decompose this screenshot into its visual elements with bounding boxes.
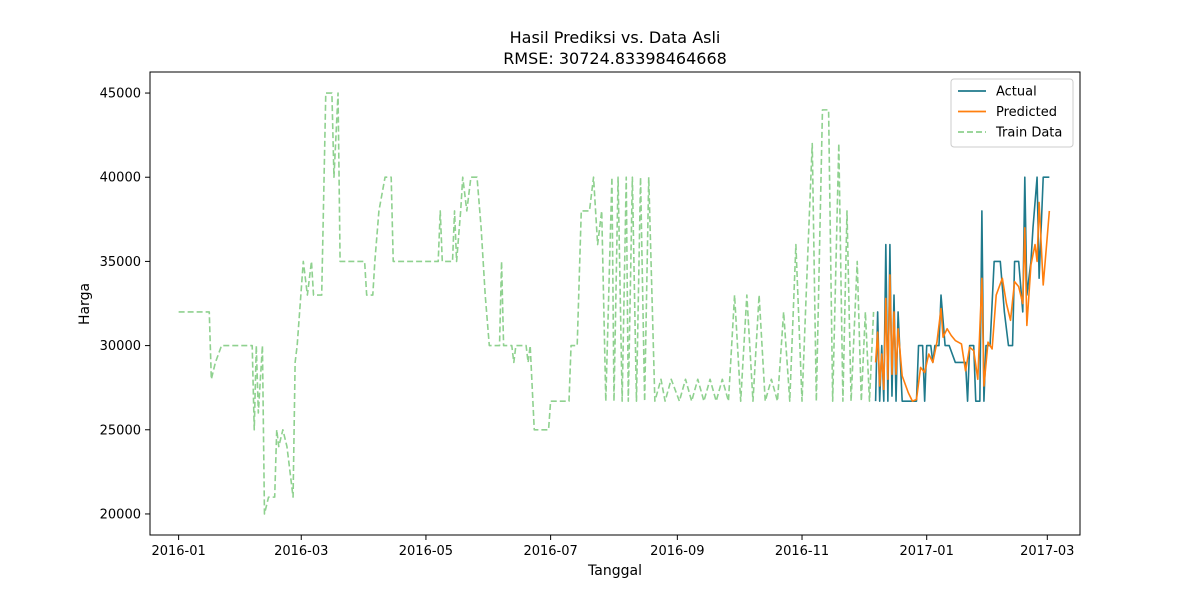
chart-subtitle: RMSE: 30724.83398464668 xyxy=(503,49,727,68)
plot-frame xyxy=(149,71,1081,536)
x-tick-label: 2017-03 xyxy=(1020,544,1074,559)
plot-area xyxy=(178,92,1051,515)
x-tick-label: 2016-11 xyxy=(775,544,829,559)
x-tick-label: 2016-09 xyxy=(650,544,704,559)
y-tick-label: 20000 xyxy=(100,507,141,522)
legend-label: Actual xyxy=(996,85,1037,100)
y-tick-label: 40000 xyxy=(100,171,141,186)
x-axis: 2016-01 2016-03 2016-05 2016-07 2016-09 2016-… xyxy=(151,535,1074,559)
x-axis-label: Tanggal xyxy=(587,563,642,579)
chart-title: Hasil Prediksi vs. Data Asli xyxy=(510,28,721,47)
x-tick-label: 2016-05 xyxy=(399,544,453,559)
legend-box xyxy=(950,78,1074,148)
y-axis-label: Harga xyxy=(77,283,93,325)
series-line-predicted xyxy=(874,201,1051,402)
y-tick-label: 35000 xyxy=(100,255,141,270)
series-line-train-data xyxy=(178,92,875,515)
x-tick-label: 2016-03 xyxy=(274,544,328,559)
legend: Actual Predicted Train Data xyxy=(950,78,1074,148)
x-tick-label: 2016-07 xyxy=(523,544,577,559)
y-tick-label: 30000 xyxy=(100,339,141,354)
legend-label: Train Data xyxy=(995,126,1062,141)
x-tick-label: 2016-01 xyxy=(151,544,205,559)
legend-label: Predicted xyxy=(996,105,1057,120)
y-axis: 20000 25000 30000 35000 40000 45000 xyxy=(100,87,150,522)
y-tick-label: 45000 xyxy=(100,87,141,102)
x-tick-label: 2017-01 xyxy=(900,544,954,559)
y-tick-label: 25000 xyxy=(100,423,141,438)
